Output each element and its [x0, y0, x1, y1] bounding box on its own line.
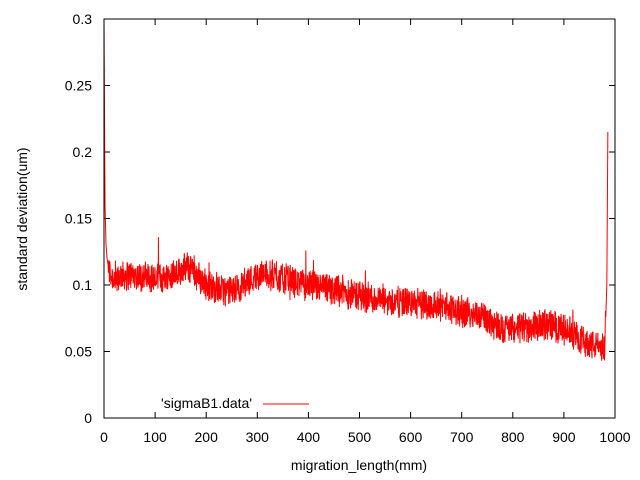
- y-axis-title: standard deviation(um): [14, 147, 30, 290]
- y-tick-label: 0: [84, 410, 92, 426]
- y-tick-label: 0.3: [73, 11, 93, 27]
- x-axis-title: migration_length(mm): [291, 457, 427, 473]
- axis-ticks: [103, 18, 616, 419]
- x-tick-label: 500: [348, 429, 372, 445]
- series-line: [103, 18, 609, 361]
- x-tick-label: 700: [450, 429, 474, 445]
- x-tick-label: 200: [195, 429, 219, 445]
- x-tick-label: 900: [552, 429, 576, 445]
- x-tick-label: 100: [143, 429, 167, 445]
- x-tick-label: 600: [399, 429, 423, 445]
- legend-label: 'sigmaB1.data': [161, 395, 252, 411]
- y-tick-label: 0.05: [65, 344, 92, 360]
- y-tick-label: 0.1: [73, 277, 93, 293]
- x-tick-label: 0: [100, 429, 108, 445]
- x-tick-label: 800: [501, 429, 525, 445]
- x-tick-label: 1000: [599, 429, 630, 445]
- x-tick-labels: 0 100 200 300 400 500 600 700 800 900 1000: [100, 429, 631, 445]
- plot-frame: [103, 18, 616, 419]
- y-tick-label: 0.2: [73, 144, 93, 160]
- legend: 'sigmaB1.data': [161, 395, 309, 411]
- x-tick-label: 400: [297, 429, 321, 445]
- series-layer: [103, 18, 609, 361]
- y-tick-label: 0.25: [65, 78, 92, 94]
- y-tick-labels: 0 0.05 0.1 0.15 0.2 0.25 0.3: [65, 11, 92, 426]
- x-tick-label: 300: [246, 429, 270, 445]
- y-tick-label: 0.15: [65, 211, 92, 227]
